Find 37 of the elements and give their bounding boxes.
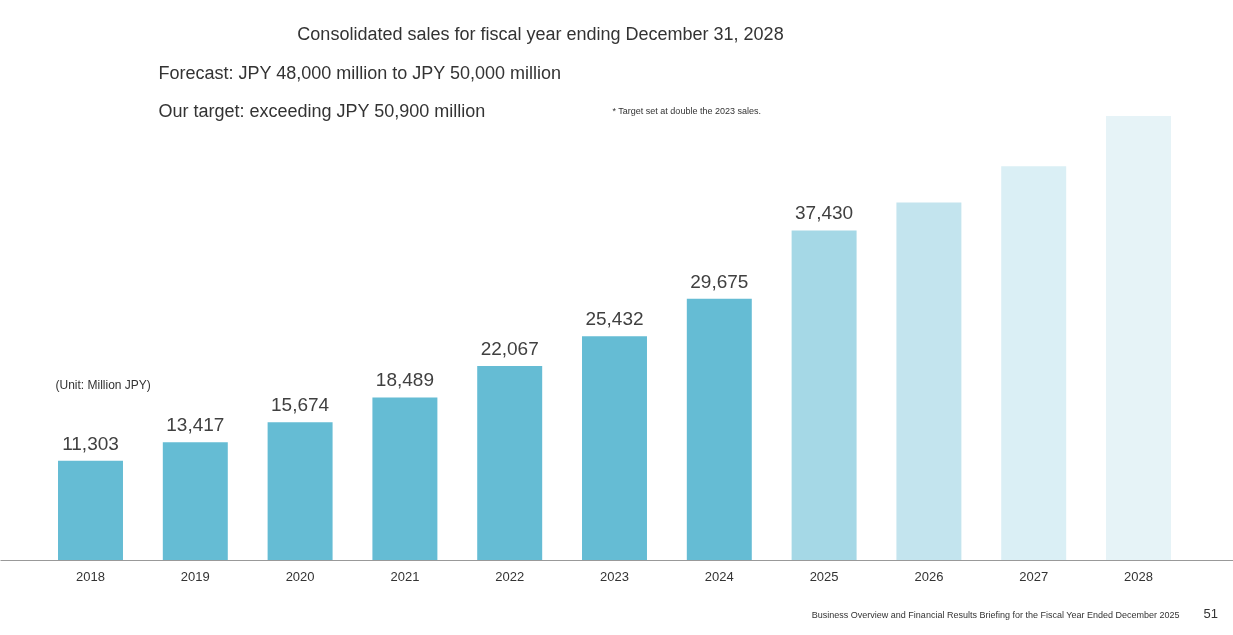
x-tick-label: 2019	[180, 568, 210, 584]
bar	[477, 365, 543, 561]
data-label: 22,067	[480, 337, 539, 359]
bar	[372, 397, 438, 561]
x-tick-label: 2026	[914, 568, 944, 584]
bar	[1001, 166, 1067, 561]
bar	[582, 336, 647, 561]
x-tick-label: 2028	[1124, 568, 1153, 584]
bar	[58, 460, 123, 561]
data-label: 29,675	[690, 270, 749, 292]
annotation: (Unit: Million JPY)	[55, 377, 151, 392]
x-tick-label: 2024	[704, 568, 734, 584]
x-tick-label: 2023	[600, 568, 629, 584]
text: Business Overview and Financial Results Briefing for the Fiscal Year Ended December 2025	[811, 610, 1180, 620]
data-label: 25,432	[585, 308, 644, 330]
bar	[896, 202, 962, 561]
data-label: 15,674	[271, 394, 330, 416]
x-tick-label: 2027	[1019, 568, 1049, 584]
x-tick-label: 2021	[390, 568, 420, 584]
text: 51	[1203, 606, 1218, 621]
bar	[162, 442, 228, 561]
bar	[791, 230, 857, 561]
text: * Target set at double the 2023 sales.	[612, 105, 761, 116]
data-label: 37,430	[795, 202, 854, 224]
bar	[686, 298, 752, 561]
text: Forecast: JPY 48,000 million to JPY 50,000 million	[158, 62, 562, 83]
data-label: 13,417	[166, 413, 225, 435]
x-tick-label: 2025	[809, 568, 839, 584]
x-tick-label: 2018	[76, 568, 105, 584]
text: Consolidated sales for fiscal year ending December 31, 2028	[297, 23, 784, 44]
x-tick-label: 2022	[495, 568, 525, 584]
x-tick-label: 2020	[285, 568, 315, 584]
data-label: 18,489	[375, 369, 434, 391]
data-label: 11,303	[62, 432, 119, 454]
bar	[267, 422, 333, 561]
annotation: Our target: exceeding JPY 50,900 million	[158, 100, 486, 121]
bar	[1106, 116, 1171, 561]
